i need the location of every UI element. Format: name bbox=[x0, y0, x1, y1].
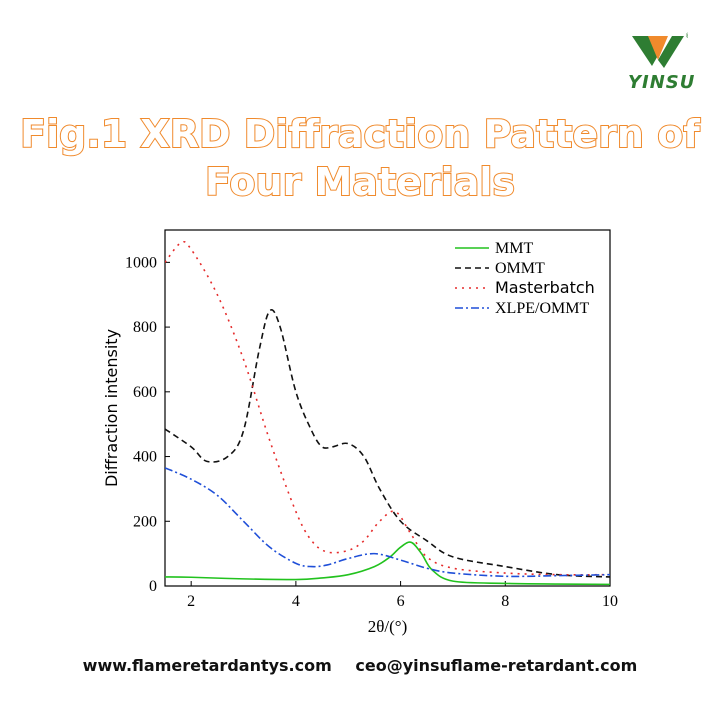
figure-title: Fig.1 XRD Diffraction Pattern of Four Ma… bbox=[0, 110, 720, 206]
brand-name: YINSU bbox=[628, 72, 696, 93]
legend-label-mmt: MMT bbox=[495, 240, 533, 257]
footer: www.flameretardantys.com ceo@yinsuflame-… bbox=[0, 656, 720, 675]
x-tick-label: 2 bbox=[187, 593, 195, 610]
x-tick-label: 6 bbox=[397, 593, 405, 610]
y-tick-label: 800 bbox=[133, 319, 157, 336]
registered-mark: ® bbox=[685, 32, 688, 40]
y-tick-label: 0 bbox=[149, 578, 157, 595]
y-tick-label: 200 bbox=[133, 513, 157, 530]
figure-title-line-2: Four Materials bbox=[204, 159, 516, 205]
brand-logo: ® YINSU bbox=[614, 30, 704, 100]
email-link[interactable]: ceo@yinsuflame-retardant.com bbox=[355, 656, 638, 675]
yinsu-logo-icon: ® bbox=[632, 32, 688, 68]
website-link[interactable]: www.flameretardantys.com bbox=[82, 656, 332, 675]
x-tick-label: 10 bbox=[602, 593, 618, 610]
plot-frame bbox=[164, 229, 611, 587]
x-axis-label: 2θ/(°) bbox=[368, 617, 408, 636]
y-axis-label: Diffraction intensity bbox=[102, 329, 121, 487]
y-tick-label: 400 bbox=[133, 449, 157, 466]
legend-label-ommt: OMMT bbox=[495, 260, 545, 277]
x-tick-label: 4 bbox=[292, 593, 300, 610]
legend-label-xlpe-ommt: XLPE/OMMT bbox=[495, 300, 589, 317]
x-tick-label: 8 bbox=[501, 593, 509, 610]
figure-title-line-1: Fig.1 XRD Diffraction Pattern of bbox=[19, 111, 701, 157]
series-line-mmt bbox=[165, 541, 610, 586]
plot-area: 2 4 6 8 10 0 200 400 600 800 1000 2θ/(°) Diffraction… bbox=[102, 229, 618, 636]
y-tick-label: 600 bbox=[133, 384, 157, 401]
xrd-chart: 2 4 6 8 10 0 200 400 600 800 1000 2θ/(°) Diffraction… bbox=[102, 229, 618, 636]
series-line-xlpe-ommt bbox=[165, 467, 610, 578]
series-line-ommt bbox=[165, 309, 610, 578]
y-tick-label: 1000 bbox=[125, 254, 157, 271]
series-line-masterbatch bbox=[165, 240, 610, 576]
legend-label-masterbatch: Masterbatch bbox=[495, 278, 595, 297]
